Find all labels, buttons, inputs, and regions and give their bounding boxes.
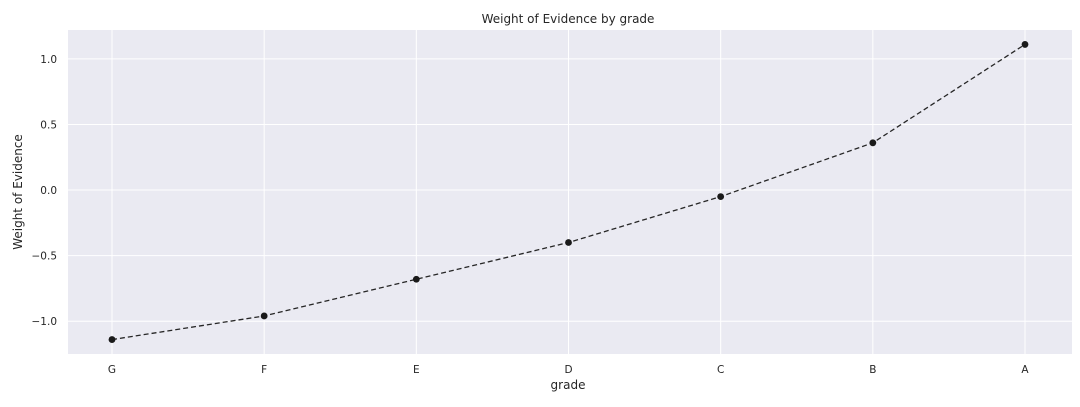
chart-title: Weight of Evidence by grade [482,12,655,26]
y-tick-label: −1.0 [32,316,58,328]
x-tick-label: D [564,364,572,376]
x-tick-label: F [261,364,267,376]
data-point-E [412,275,420,283]
grid-layer [68,30,1072,354]
series-layer [108,41,1029,343]
x-tick-label: E [413,364,420,376]
data-point-D [565,239,572,246]
data-point-F [260,312,268,320]
y-tick-label: 1.0 [40,54,57,66]
x-tick-label: G [108,364,116,376]
tick-layer: G F E D C B A −1.0 −0.5 0.0 0.5 1.0 [32,54,1030,376]
data-point-B [869,139,877,147]
y-axis-label: Weight of Evidence [11,134,25,250]
x-axis-label: grade [551,378,586,392]
x-tick-label: A [1021,364,1029,376]
data-point-A [1021,41,1029,48]
y-tick-label: 0.0 [40,185,57,197]
data-point-C [717,193,725,200]
x-tick-label: B [869,364,876,376]
plot-area [68,30,1072,354]
y-tick-label: −0.5 [32,251,58,263]
y-tick-label: 0.5 [40,119,57,131]
x-tick-label: C [717,364,724,376]
data-point-G [108,336,116,343]
